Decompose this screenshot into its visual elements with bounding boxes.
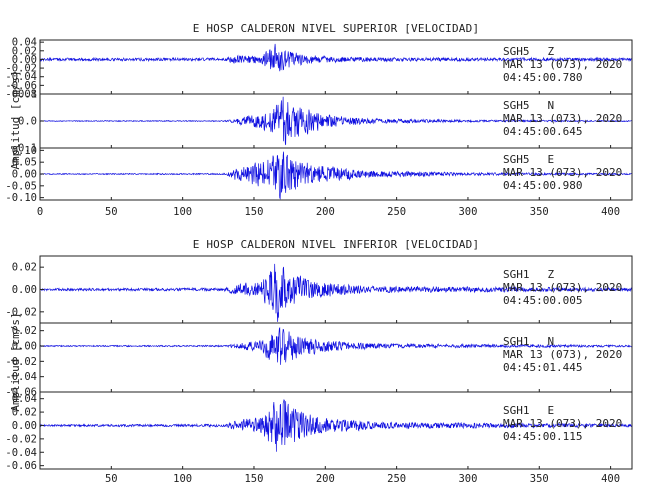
- y-tick-label: -0.02: [5, 63, 37, 75]
- y-tick-label: 0.0: [18, 116, 37, 128]
- station-component-label: SGH1 E: [503, 404, 554, 417]
- y-tick-label: -0.06: [5, 80, 37, 92]
- x-tick-label: 300: [458, 473, 477, 485]
- y-tick-label: -0.10: [5, 192, 37, 204]
- x-tick-label: 350: [530, 473, 549, 485]
- chart-title: E HOSP CALDERON NIVEL INFERIOR [VELOCIDA…: [193, 238, 480, 251]
- start-time: 04:45:00.980: [503, 179, 582, 192]
- x-tick-label: 200: [316, 206, 335, 218]
- y-tick-label: -0.02: [5, 433, 37, 445]
- y-tick-label: -0.02: [5, 356, 37, 368]
- x-tick-label: 50: [105, 473, 118, 485]
- x-tick-label: 350: [530, 206, 549, 218]
- station-code: SGH1: [503, 335, 530, 348]
- y-tick-label: 0.00: [12, 341, 37, 353]
- component-code: Z: [548, 45, 555, 58]
- component-code: E: [548, 153, 555, 166]
- station-component-label: SGH5 N: [503, 99, 554, 112]
- y-tick-label: -0.04: [5, 447, 37, 459]
- y-tick-label: 0.02: [12, 407, 37, 419]
- station-code: SGH5: [503, 45, 530, 58]
- x-tick-label: 250: [387, 473, 406, 485]
- y-tick-label: 0.00: [12, 420, 37, 432]
- waveform-trace: [39, 326, 633, 365]
- x-tick-label: 150: [244, 473, 263, 485]
- x-tick-label: 400: [601, 206, 620, 218]
- start-time: 04:45:00.780: [503, 71, 582, 84]
- record-date: MAR 13 (073), 2020: [503, 417, 622, 430]
- x-tick-label: 200: [316, 473, 335, 485]
- station-component-label: SGH5 E: [503, 153, 554, 166]
- station-component-label: SGH1 N: [503, 335, 554, 348]
- y-tick-label: -0.02: [5, 306, 37, 318]
- y-tick-label: 0.1: [18, 89, 37, 101]
- y-tick-label: 0.00: [12, 54, 37, 66]
- station-code: SGH5: [503, 153, 530, 166]
- start-time: 04:45:00.645: [503, 125, 582, 138]
- y-tick-label: 0.00: [12, 284, 37, 296]
- waveform-trace: [39, 43, 633, 72]
- waveform-trace: [39, 263, 633, 322]
- y-tick-label: 0.10: [12, 145, 37, 157]
- y-tick-label: 0.04: [12, 393, 37, 405]
- y-tick-label: -0.06: [5, 460, 37, 472]
- y-tick-label: 0.02: [12, 262, 37, 274]
- x-tick-label: 50: [105, 206, 118, 218]
- station-code: SGH1: [503, 404, 530, 417]
- y-axis-label: Amplitud [cm/s]: [9, 70, 22, 169]
- x-tick-label: 250: [387, 206, 406, 218]
- component-code: E: [548, 404, 555, 417]
- y-tick-label: 0.02: [12, 325, 37, 337]
- station-component-label: SGH1 Z: [503, 268, 555, 281]
- lower-level-figure: E HOSP CALDERON NIVEL INFERIOR [VELOCIDA…: [5, 238, 633, 485]
- x-tick-label: 0: [37, 206, 43, 218]
- y-tick-label: 0.02: [12, 45, 37, 57]
- y-axis-label: Amplitud [cm/s]: [9, 312, 22, 411]
- station-code: SGH5: [503, 99, 530, 112]
- start-time: 04:45:01.445: [503, 361, 582, 374]
- waveform-trace: [39, 399, 633, 452]
- x-tick-label: 100: [173, 473, 192, 485]
- trace-panel-sgh5-z: -0.08-0.06-0.04-0.020.000.020.04 SGH5 ZMAR…: [5, 37, 633, 101]
- x-tick-label: 300: [458, 206, 477, 218]
- record-date: MAR 13 (073), 2020: [503, 112, 622, 125]
- record-date: MAR 13 (073), 2020: [503, 58, 622, 71]
- record-date: MAR 13 (073), 2020: [503, 348, 622, 361]
- component-code: N: [548, 99, 555, 112]
- start-time: 04:45:00.115: [503, 430, 582, 443]
- y-tick-label: -0.1: [12, 143, 37, 155]
- panel-frame: [39, 391, 633, 470]
- x-tick-label: 150: [244, 206, 263, 218]
- chart-title: E HOSP CALDERON NIVEL SUPERIOR [VELOCIDA…: [193, 22, 480, 35]
- x-tick-label: 100: [173, 206, 192, 218]
- y-tick-label: 0.05: [12, 157, 37, 169]
- station-component-label: SGH5 Z: [503, 45, 555, 58]
- y-tick-label: -0.04: [5, 71, 37, 83]
- station-code: SGH1: [503, 268, 530, 281]
- component-code: Z: [548, 268, 555, 281]
- y-tick-label: -0.04: [5, 371, 37, 383]
- record-date: MAR 13 (073), 2020: [503, 281, 622, 294]
- waveform-trace: [39, 151, 633, 200]
- waveform-trace: [39, 96, 633, 146]
- y-tick-label: -0.06: [5, 387, 37, 399]
- upper-level-figure: E HOSP CALDERON NIVEL SUPERIOR [VELOCIDA…: [5, 22, 633, 218]
- record-date: MAR 13 (073), 2020: [503, 166, 622, 179]
- start-time: 04:45:00.005: [503, 294, 582, 307]
- x-tick-label: 400: [601, 473, 620, 485]
- y-tick-label: 0.00: [12, 169, 37, 181]
- y-tick-label: 0.04: [12, 37, 37, 49]
- y-tick-label: -0.08: [5, 89, 37, 101]
- y-tick-label: -0.05: [5, 180, 37, 192]
- component-code: N: [548, 335, 555, 348]
